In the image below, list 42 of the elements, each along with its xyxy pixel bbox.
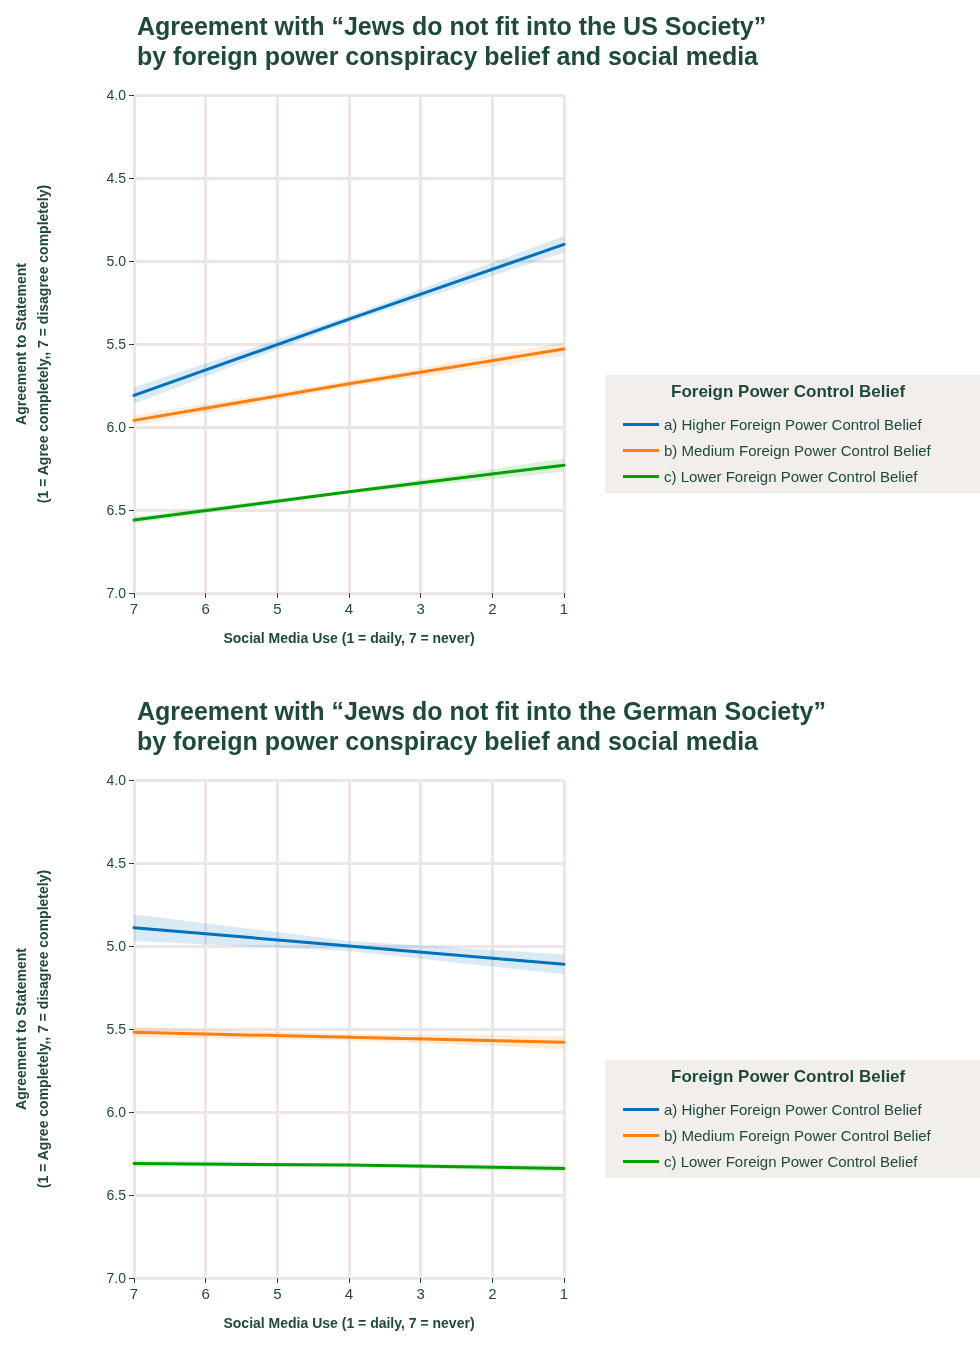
x-tick-label: 6 xyxy=(201,600,210,617)
x-tick-label: 1 xyxy=(559,600,569,617)
legend-label: a) Higher Foreign Power Control Belief xyxy=(664,1101,923,1118)
x-tick-label: 2 xyxy=(488,600,497,617)
chart-title: Agreement with “Jews do not fit into the German Society” by foreign power conspiracy belief and social media xyxy=(137,697,826,755)
y-tick-label: 6.0 xyxy=(106,1104,127,1120)
x-axis-title: Social Media Use (1 = daily, 7 = never) xyxy=(223,1315,475,1331)
legend-label: c) Lower Foreign Power Control Belief xyxy=(664,468,919,485)
x-tick-label: 4 xyxy=(344,1285,354,1302)
y-tick-label: 5.5 xyxy=(106,336,127,352)
y-tick-label: 4.0 xyxy=(106,87,127,103)
x-tick-label: 5 xyxy=(273,600,282,617)
x-tick-label: 7 xyxy=(129,1285,139,1302)
x-tick-label: 2 xyxy=(488,1285,497,1302)
y-axis-title: Agreement to Statement (1 = Agree completely,, 7 = disagree completely) xyxy=(13,869,51,1189)
y-axis-title: Agreement to Statement (1 = Agree completely,, 7 = disagree completely) xyxy=(13,184,51,504)
y-tick-label: 6.5 xyxy=(106,1187,127,1203)
y-tick-label: 5.0 xyxy=(106,938,127,954)
x-tick-label: 4 xyxy=(344,600,354,617)
legend-label: b) Medium Foreign Power Control Belief xyxy=(664,442,932,459)
y-tick-label: 6.5 xyxy=(106,502,127,518)
y-tick-label: 5.5 xyxy=(106,1021,127,1037)
legend-title: Foreign Power Control Belief xyxy=(671,382,906,401)
x-tick-label: 3 xyxy=(416,600,425,617)
y-tick-label: 4.5 xyxy=(106,855,127,871)
x-tick-label: 7 xyxy=(129,600,139,617)
x-tick-label: 1 xyxy=(559,1285,569,1302)
legend-title: Foreign Power Control Belief xyxy=(671,1067,906,1086)
legend-label: a) Higher Foreign Power Control Belief xyxy=(664,416,923,433)
legend-label: b) Medium Foreign Power Control Belief xyxy=(664,1127,932,1144)
x-axis-title: Social Media Use (1 = daily, 7 = never) xyxy=(223,630,475,646)
legend-label: c) Lower Foreign Power Control Belief xyxy=(664,1153,919,1170)
x-tick-label: 3 xyxy=(416,1285,425,1302)
chart-title: Agreement with “Jews do not fit into the US Society” by foreign power conspiracy belief and social media xyxy=(137,12,767,70)
y-tick-label: 5.0 xyxy=(106,253,127,269)
y-tick-label: 4.5 xyxy=(106,170,127,186)
y-tick-label: 4.0 xyxy=(106,772,127,788)
y-tick-label: 7.0 xyxy=(106,1270,127,1286)
x-tick-label: 5 xyxy=(273,1285,282,1302)
y-tick-label: 6.0 xyxy=(106,419,127,435)
y-tick-label: 7.0 xyxy=(106,585,127,601)
x-tick-label: 6 xyxy=(201,1285,210,1302)
